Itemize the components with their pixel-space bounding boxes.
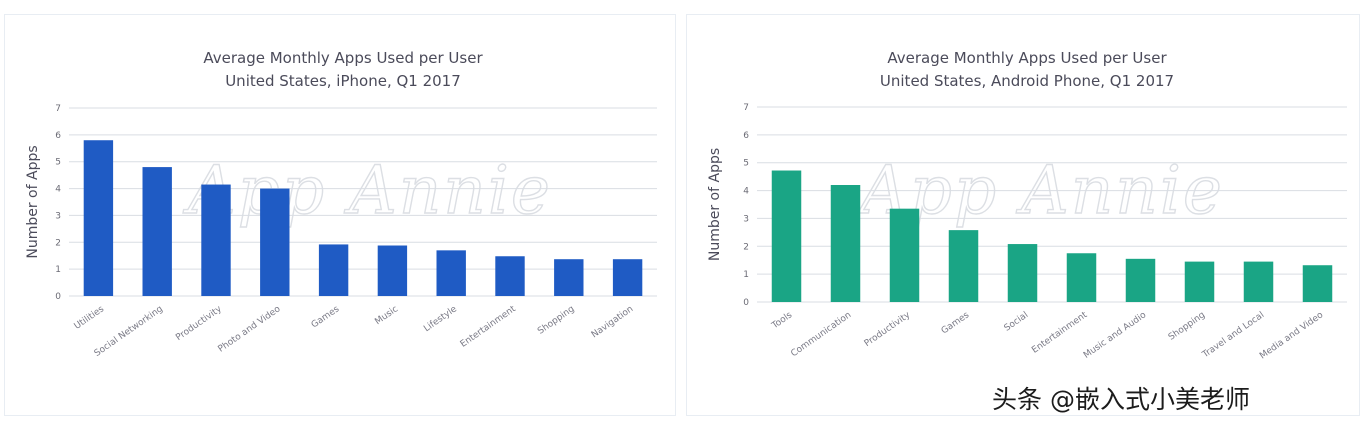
bar xyxy=(948,230,979,302)
y-tick-label: 0 xyxy=(55,292,61,302)
chart-subtitle: United States, iPhone, Q1 2017 xyxy=(225,72,461,90)
x-tick-label: Music xyxy=(373,304,400,327)
bar xyxy=(436,250,466,296)
y-tick-label: 0 xyxy=(743,298,749,308)
y-tick-label: 7 xyxy=(55,104,61,114)
bar xyxy=(1125,258,1156,302)
x-tick-label: Travel and Local xyxy=(1200,310,1266,360)
x-tick-label: Productivity xyxy=(863,310,913,349)
bar xyxy=(260,188,290,296)
x-tick-label: Communication xyxy=(789,310,853,359)
y-axis-label: Number of Apps xyxy=(25,145,41,258)
chart-iphone: Average Monthly Apps Used per User United… xyxy=(25,49,657,359)
bar xyxy=(495,256,525,296)
x-tick-label: Navigation xyxy=(590,304,636,340)
x-tick-label: Utilities xyxy=(73,304,107,332)
bar xyxy=(201,184,231,296)
bar xyxy=(830,185,861,302)
x-tick-label: Music and Audio xyxy=(1082,310,1149,361)
y-tick-label: 3 xyxy=(55,211,61,221)
y-tick-label: 7 xyxy=(743,103,749,113)
bar xyxy=(612,259,643,296)
chart-panel-iphone: Average Monthly Apps Used per User United… xyxy=(4,14,676,416)
bar xyxy=(1243,261,1274,302)
y-axis-label: Number of Apps xyxy=(707,148,723,261)
bar xyxy=(1066,253,1097,302)
x-tick-label: Lifestyle xyxy=(422,304,459,334)
y-tick-label: 2 xyxy=(55,238,61,248)
bar xyxy=(554,259,584,296)
y-tick-label: 4 xyxy=(55,185,61,195)
chart-subtitle: United States, Android Phone, Q1 2017 xyxy=(880,72,1174,90)
x-tick-label: Shopping xyxy=(1167,310,1207,342)
y-tick-label: 4 xyxy=(743,187,749,197)
x-tick-label: Productivity xyxy=(174,304,224,343)
x-tick-label: Games xyxy=(310,304,342,330)
x-tick-label: Games xyxy=(940,310,972,336)
y-tick-label: 6 xyxy=(55,131,61,141)
y-tick-label: 2 xyxy=(743,242,749,252)
bar xyxy=(1302,265,1333,302)
x-tick-label: Tools xyxy=(770,310,795,332)
y-tick-label: 1 xyxy=(743,270,749,280)
chart-android: Average Monthly Apps Used per User United… xyxy=(707,49,1347,361)
credit-watermark: 头条 @嵌入式小美老师 xyxy=(992,385,1250,414)
x-tick-label: Entertainment xyxy=(459,304,518,350)
chart-title: Average Monthly Apps Used per User xyxy=(203,49,483,67)
bar xyxy=(318,244,349,296)
chart-panel-android: Average Monthly Apps Used per User United… xyxy=(686,14,1360,416)
bar xyxy=(83,140,114,296)
y-tick-label: 3 xyxy=(743,214,749,224)
x-tick-label: Shopping xyxy=(536,304,576,336)
bar xyxy=(771,170,802,302)
chart-title: Average Monthly Apps Used per User xyxy=(887,49,1167,67)
bar xyxy=(142,167,172,296)
bar xyxy=(377,245,408,296)
bar xyxy=(1007,244,1038,302)
y-tick-label: 1 xyxy=(55,265,61,275)
y-tick-label: 6 xyxy=(743,131,749,141)
y-tick-label: 5 xyxy=(743,159,749,169)
x-tick-label: Photo and Video xyxy=(217,304,283,355)
y-tick-label: 5 xyxy=(55,158,61,168)
x-tick-label: Media and Video xyxy=(1258,310,1325,361)
x-tick-label: Entertainment xyxy=(1030,310,1089,356)
bar xyxy=(889,208,920,302)
x-tick-label: Social xyxy=(1003,310,1031,333)
app-annie-watermark: App Annie xyxy=(182,152,552,229)
bar xyxy=(1184,261,1215,302)
